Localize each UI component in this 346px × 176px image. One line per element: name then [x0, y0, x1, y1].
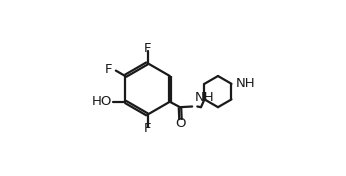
Text: F: F [144, 42, 151, 55]
Text: F: F [105, 63, 112, 76]
Text: NH: NH [195, 91, 215, 104]
Text: NH: NH [236, 77, 255, 90]
Text: HO: HO [92, 95, 112, 108]
Text: O: O [175, 117, 186, 130]
Text: F: F [144, 122, 151, 135]
